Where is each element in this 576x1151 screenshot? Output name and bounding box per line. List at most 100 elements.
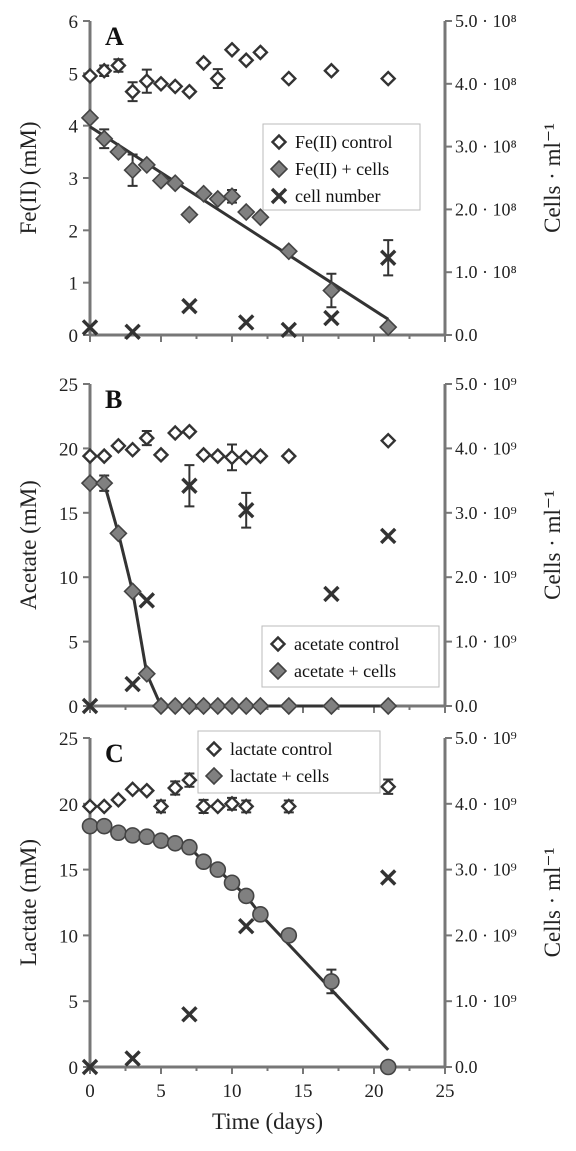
data-point: [194, 696, 213, 716]
data-point: [280, 927, 298, 944]
x-axis-title: Time (days): [212, 1109, 323, 1134]
series-filled-diamond: [80, 108, 398, 337]
x-tick-label: 10: [223, 1081, 242, 1102]
data-point: [80, 474, 100, 493]
data-point: [110, 57, 127, 74]
data-point: [167, 424, 184, 442]
trendline: [89, 824, 390, 1051]
legend-marker: [270, 133, 288, 151]
data-point: [252, 447, 269, 465]
x-tick-label: 25: [436, 1081, 455, 1102]
x-tick-label: 0: [85, 1081, 95, 1102]
data-point: [81, 1058, 99, 1076]
left-tick-label: 6: [69, 12, 79, 33]
data-point: [151, 171, 171, 190]
right-tick-label: 2.0 · 10⁸: [455, 199, 517, 219]
data-point: [124, 781, 141, 798]
data-point: [95, 474, 114, 493]
data-point: [81, 697, 99, 715]
panel-letter: C: [105, 739, 124, 768]
series-open-diamond: [81, 423, 397, 472]
right-tick-label: 3.0 · 10⁹: [455, 860, 517, 880]
data-point: [195, 798, 212, 815]
data-point: [123, 582, 142, 601]
data-point: [81, 447, 99, 465]
data-point: [322, 696, 341, 716]
right-tick-label: 2.0 · 10⁹: [455, 925, 517, 945]
data-point: [151, 696, 171, 716]
legend-box: [197, 730, 381, 794]
data-point: [237, 202, 256, 222]
data-point: [280, 798, 297, 815]
legend-marker: [204, 766, 224, 786]
data-point: [238, 798, 255, 815]
data-point: [195, 853, 212, 871]
right-tick-label: 3.0 · 10⁸: [455, 137, 517, 157]
right-axis-title: Cells · ml⁻¹: [540, 490, 565, 600]
right-tick-label: 1.0 · 10⁹: [455, 991, 517, 1011]
legend-label: lactate + cells: [230, 766, 329, 786]
series-open-diamond: [81, 41, 397, 103]
data-point: [209, 861, 227, 878]
data-point: [223, 41, 241, 58]
x-tick-label: 15: [294, 1081, 313, 1102]
left-tick-label: 25: [59, 375, 78, 396]
data-point: [166, 696, 185, 716]
left-tick-label: 3: [69, 169, 79, 190]
series-x: [81, 869, 397, 1076]
right-axis-title: Cells · ml⁻¹: [540, 123, 565, 233]
data-point: [81, 319, 99, 336]
data-point: [181, 838, 198, 856]
data-point: [123, 161, 142, 180]
x-tick-label: 20: [365, 1081, 384, 1102]
left-tick-label: 5: [69, 633, 79, 654]
panel-letter: B: [105, 385, 122, 414]
left-axis-title: Acetate (mM): [16, 480, 41, 610]
data-point: [208, 696, 227, 716]
data-point: [124, 323, 141, 341]
data-point: [209, 70, 226, 87]
left-tick-label: 5: [69, 992, 79, 1013]
data-point: [124, 83, 141, 100]
data-point: [181, 83, 198, 100]
data-point: [195, 54, 212, 72]
legend-box: [261, 625, 440, 688]
data-point: [238, 449, 255, 466]
data-point: [237, 502, 255, 519]
data-point: [237, 917, 255, 935]
data-point: [138, 72, 155, 90]
data-point: [124, 675, 141, 693]
data-point: [166, 834, 184, 852]
data-point: [152, 75, 170, 92]
right-tick-label: 3.0 · 10⁹: [455, 503, 517, 523]
left-tick-label: 0: [69, 1058, 79, 1079]
data-point: [96, 447, 113, 465]
data-point: [251, 696, 270, 716]
right-tick-label: 0.0: [455, 696, 478, 716]
right-axis-title: Cells · ml⁻¹: [540, 848, 565, 958]
data-point: [180, 696, 199, 716]
data-point: [181, 771, 198, 789]
data-point: [166, 174, 185, 193]
right-tick-label: 4.0 · 10⁸: [455, 74, 517, 94]
data-point: [95, 817, 113, 835]
data-point: [252, 906, 269, 923]
legend: Fe(II) control Fe(II) + cells cell number: [262, 123, 421, 211]
data-point: [379, 318, 398, 337]
left-tick-label: 10: [59, 926, 78, 947]
right-tick-label: 4.0 · 10⁹: [455, 438, 517, 458]
data-point: [81, 817, 99, 835]
data-point: [380, 70, 397, 87]
data-point: [109, 142, 128, 161]
right-tick-label: 1.0 · 10⁸: [455, 262, 517, 282]
data-point: [379, 869, 397, 886]
data-point: [223, 795, 241, 812]
data-point: [96, 62, 113, 79]
data-point: [181, 423, 198, 440]
data-point: [323, 585, 340, 603]
data-point: [181, 297, 198, 315]
left-tick-label: 15: [59, 504, 78, 525]
data-point: [279, 696, 298, 716]
data-point: [138, 429, 155, 447]
